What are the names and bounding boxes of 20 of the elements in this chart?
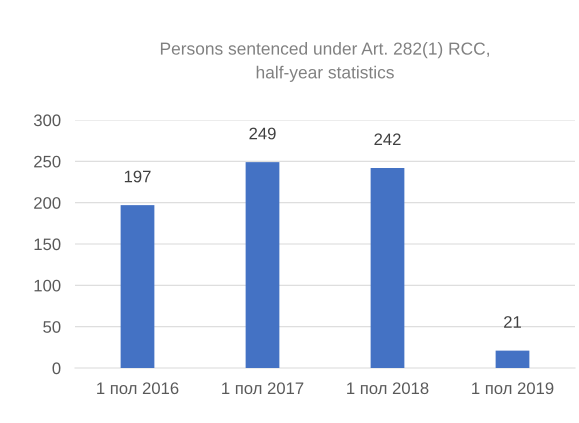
y-tick-label: 150 [34,238,60,250]
data-label: 197 [124,170,151,182]
x-tick-label: 1 пол 2018 [347,382,428,394]
data-label: 21 [504,316,521,328]
y-tick-label: 200 [34,197,60,209]
y-tick-label: 250 [34,156,60,168]
x-tick-label: 1 пол 2017 [222,382,304,394]
x-tick-label: 1 пол 2019 [472,382,554,394]
chart-title: Persons sentenced under Art. 282(1) RCC, half-year statistics [160,42,489,82]
bar [246,162,280,368]
y-tick-label: 0 [52,362,60,374]
y-tick-label: 300 [34,114,60,126]
data-label: 242 [374,133,401,146]
data-label: 249 [249,128,276,140]
bar [496,350,530,368]
bar [120,205,154,368]
bar [370,168,404,368]
x-tick-label: 1 пол 2016 [97,382,178,394]
y-tick-label: 50 [43,321,60,333]
y-tick-label: 100 [34,280,60,292]
